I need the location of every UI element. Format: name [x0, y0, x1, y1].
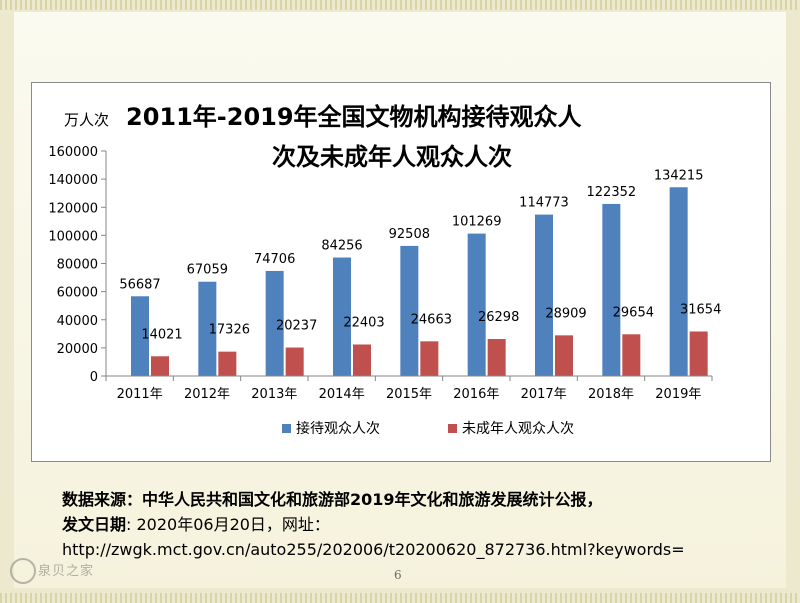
data-label: 67059 [187, 263, 228, 278]
y-tick-label: 120000 [48, 201, 98, 216]
chart-container: 万人次 2011年-2019年全国文物机构接待观众人 次及未成年人观众人次 0 2… [31, 82, 771, 462]
x-tick-label: 2018年 [588, 387, 634, 402]
bar-visitors [535, 214, 553, 376]
y-tick-label: 20000 [57, 342, 98, 357]
page-number: 6 [394, 568, 402, 582]
bar-visitors [333, 257, 351, 376]
legend-label: 接待观众人次 [296, 420, 380, 437]
bar-visitors [669, 187, 688, 376]
x-tick-label: 2012年 [184, 387, 230, 402]
source-url[interactable]: http://zwgk.mct.gov.cn/auto255/202006/t2… [62, 540, 685, 559]
watermark-text: 泉贝之家 [38, 564, 95, 579]
x-tick-label: 2011年 [117, 387, 163, 402]
source-line-2: 发文日期: 2020年06月20日，网址： [62, 512, 762, 537]
data-label: 31654 [680, 302, 721, 317]
y-tick-label: 60000 [57, 286, 98, 301]
y-tick-label: 40000 [57, 314, 98, 329]
chart-title-line1: 2011年-2019年全国文物机构接待观众人 [126, 103, 582, 131]
data-label: 29654 [613, 305, 654, 320]
x-tick-label: 2019年 [655, 387, 701, 402]
top-border-pattern [0, 0, 800, 10]
source-line-1: 数据来源：中华人民共和国文化和旅游部2019年文化和旅游发展统计公报， [62, 490, 603, 509]
data-label: 92508 [389, 227, 430, 242]
data-label: 101269 [452, 215, 502, 230]
x-tick-label: 2013年 [251, 387, 297, 402]
bar-visitors [265, 270, 284, 376]
data-label: 114773 [519, 196, 569, 211]
publish-date-label: 发文日期 [62, 515, 127, 534]
data-label: 26298 [478, 310, 519, 325]
chart-title-line2: 次及未成年人观众人次 [272, 143, 512, 171]
bar-visitors [467, 233, 486, 376]
y-tick-label: 160000 [48, 145, 98, 160]
data-label: 84256 [321, 239, 362, 254]
data-label: 22403 [343, 315, 384, 330]
bar-minors [622, 334, 641, 376]
bar-visitors [400, 245, 419, 376]
bar-minors [689, 331, 708, 376]
bar-chart: 万人次 2011年-2019年全国文物机构接待观众人 次及未成年人观众人次 0 2… [48, 103, 721, 437]
data-label: 17326 [209, 323, 250, 338]
bar-minors [420, 341, 439, 376]
data-label: 74706 [254, 252, 295, 267]
data-label: 20237 [276, 319, 317, 334]
x-tick-label: 2014年 [319, 387, 365, 402]
data-label: 56687 [119, 277, 160, 292]
data-label: 24663 [411, 312, 452, 327]
bar-minors [487, 339, 506, 376]
bar-minors [285, 347, 304, 376]
bar-visitors [131, 296, 149, 376]
bar-minors [151, 356, 169, 376]
data-label: 122352 [587, 185, 637, 200]
bar-minors [218, 351, 237, 376]
bar-visitors [602, 203, 621, 376]
data-label: 134215 [654, 168, 704, 183]
x-tick-label: 2015年 [386, 387, 432, 402]
bar-visitors [198, 281, 217, 376]
bar-minors [555, 335, 573, 376]
y-tick-label: 80000 [57, 258, 98, 273]
x-tick-label: 2016年 [453, 387, 499, 402]
bottom-border-pattern [0, 593, 800, 603]
y-axis-unit-label: 万人次 [64, 111, 109, 129]
bar-minors [353, 344, 371, 376]
watermark-seal-icon [10, 558, 36, 584]
y-tick-label: 0 [90, 370, 98, 385]
legend-label: 未成年人观众人次 [462, 421, 574, 437]
source-note: 数据来源：中华人民共和国文化和旅游部2019年文化和旅游发展统计公报， 发文日期… [62, 487, 762, 562]
legend-swatch [282, 424, 291, 433]
y-tick-label: 140000 [48, 173, 98, 188]
x-tick-label: 2017年 [521, 387, 567, 402]
watermark-logo: 泉贝之家 [6, 556, 126, 592]
y-tick-label: 100000 [48, 229, 98, 244]
legend-swatch [448, 424, 457, 433]
data-label: 14021 [141, 327, 182, 342]
data-label: 28909 [545, 306, 586, 321]
publish-date-value: : 2020年06月20日，网址： [126, 515, 330, 534]
